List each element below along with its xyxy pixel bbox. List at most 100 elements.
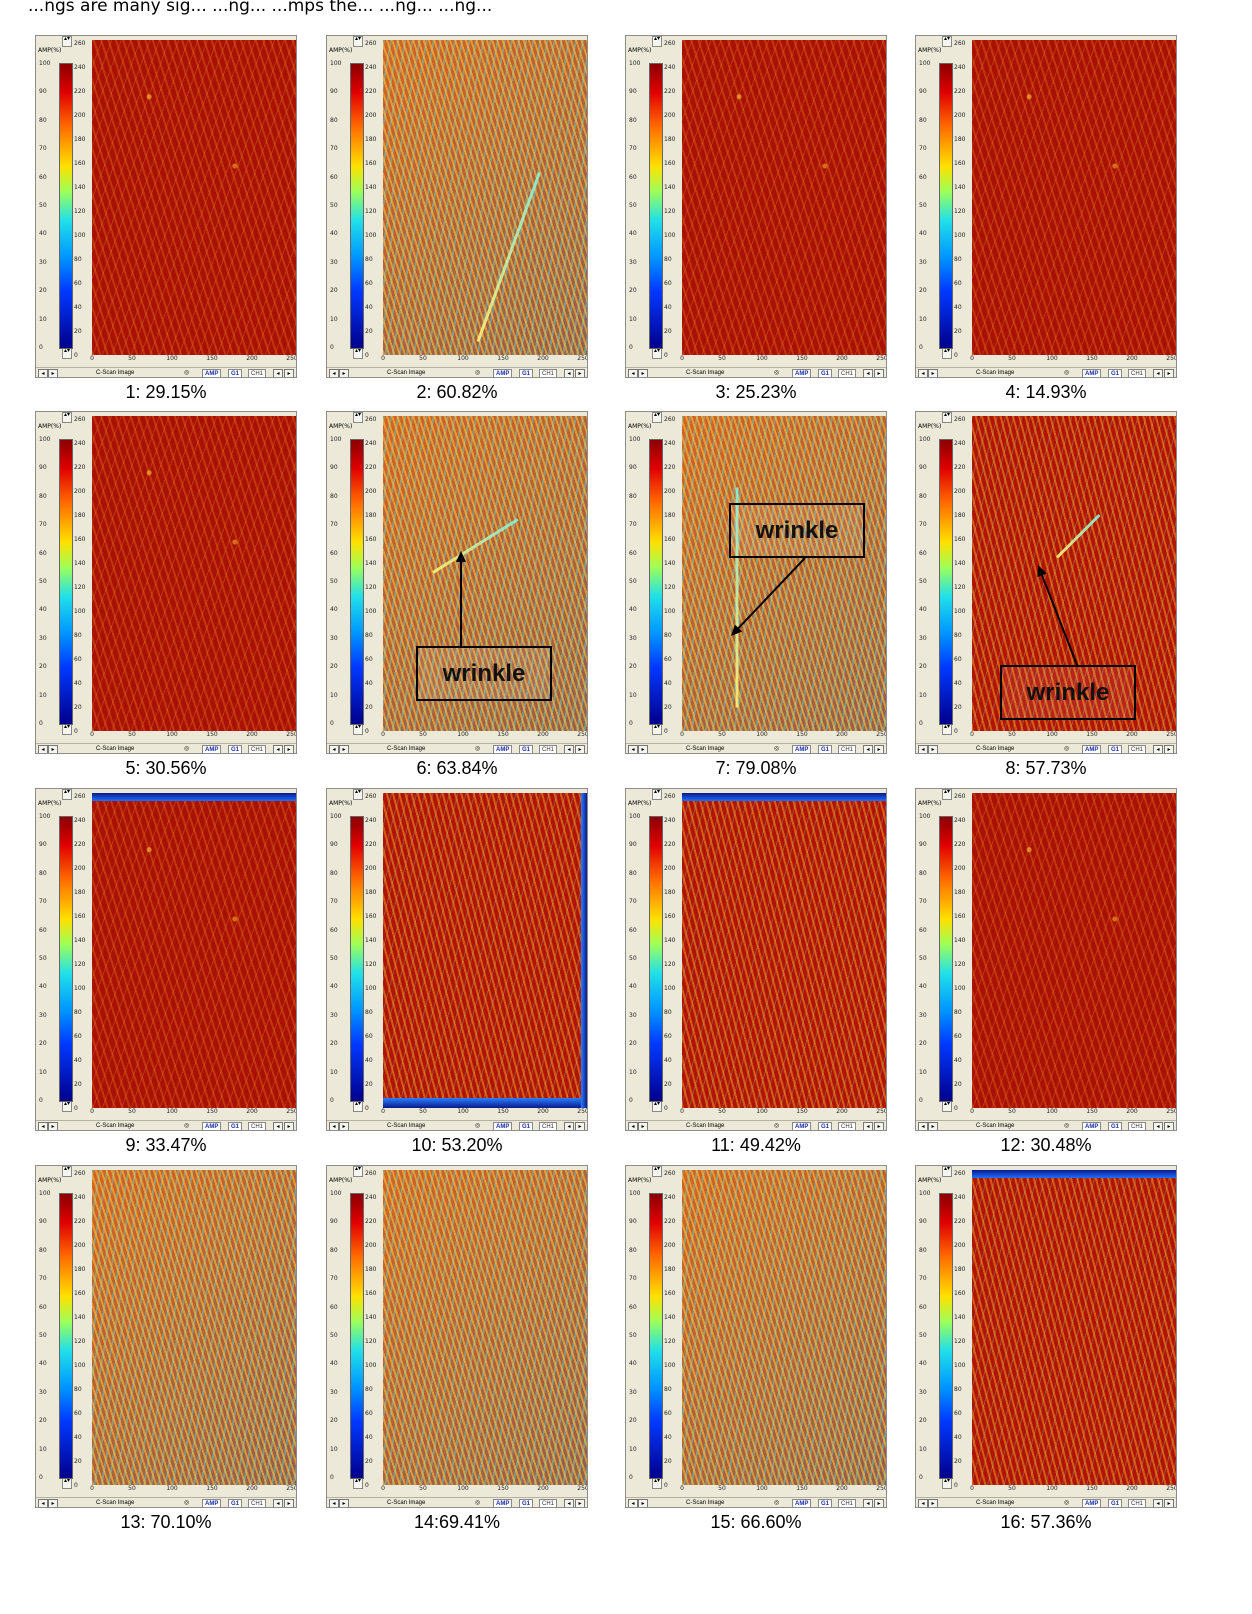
tab-amp[interactable]: AMP	[202, 1499, 222, 1507]
tab-gate[interactable]: G1	[519, 1499, 534, 1507]
scroll-right-button[interactable]: ▸	[928, 1122, 938, 1130]
radio-toggle-icon[interactable]: ◎	[774, 370, 780, 376]
scroll-up-spinner[interactable]: ▴▾	[62, 1166, 72, 1177]
scroll-up-spinner[interactable]: ▴▾	[942, 1166, 952, 1177]
tab-channel[interactable]: CH1	[1128, 369, 1147, 377]
scroll-up-spinner[interactable]: ▴▾	[942, 412, 952, 423]
scroll-up-spinner[interactable]: ▴▾	[353, 412, 363, 423]
scroll-up-spinner[interactable]: ▴▾	[652, 36, 662, 47]
radio-toggle-icon[interactable]: ◎	[184, 370, 190, 376]
tab-channel[interactable]: CH1	[539, 745, 558, 753]
scroll-right-button[interactable]: ▸	[339, 369, 349, 377]
tab-amp[interactable]: AMP	[1082, 1499, 1102, 1507]
scroll-down-spinner[interactable]: ▴▾	[62, 1478, 72, 1489]
tab-channel[interactable]: CH1	[1128, 1499, 1147, 1507]
scroll-right-button[interactable]: ▸	[874, 745, 884, 753]
scroll-down-spinner[interactable]: ▴▾	[652, 1101, 662, 1112]
scroll-left-button[interactable]: ◂	[1153, 1499, 1163, 1507]
scroll-right-button[interactable]: ▸	[575, 745, 585, 753]
scroll-right-button[interactable]: ▸	[1164, 369, 1174, 377]
tab-channel[interactable]: CH1	[838, 745, 857, 753]
tab-channel[interactable]: CH1	[539, 369, 558, 377]
scroll-down-spinner[interactable]: ▴▾	[62, 1101, 72, 1112]
scroll-right-button[interactable]: ▸	[48, 1122, 58, 1130]
scroll-right-button[interactable]: ▸	[284, 745, 294, 753]
scroll-left-button[interactable]: ◂	[273, 1122, 283, 1130]
scroll-up-spinner[interactable]: ▴▾	[353, 789, 363, 800]
scroll-right-button[interactable]: ▸	[928, 369, 938, 377]
scroll-down-spinner[interactable]: ▴▾	[353, 1478, 363, 1489]
tab-gate[interactable]: G1	[818, 1122, 833, 1130]
radio-toggle-icon[interactable]: ◎	[1064, 1123, 1070, 1129]
tab-channel[interactable]: CH1	[539, 1122, 558, 1130]
scroll-left-button[interactable]: ◂	[38, 745, 48, 753]
scroll-up-spinner[interactable]: ▴▾	[652, 1166, 662, 1177]
scroll-up-spinner[interactable]: ▴▾	[62, 36, 72, 47]
tab-amp[interactable]: AMP	[202, 369, 222, 377]
scroll-down-spinner[interactable]: ▴▾	[353, 1101, 363, 1112]
radio-toggle-icon[interactable]: ◎	[184, 746, 190, 752]
radio-toggle-icon[interactable]: ◎	[774, 1500, 780, 1506]
scroll-down-spinner[interactable]: ▴▾	[353, 348, 363, 359]
scroll-right-button[interactable]: ▸	[339, 745, 349, 753]
scroll-right-button[interactable]: ▸	[339, 1499, 349, 1507]
scroll-left-button[interactable]: ◂	[38, 1499, 48, 1507]
tab-gate[interactable]: G1	[228, 1122, 243, 1130]
tab-gate[interactable]: G1	[1108, 369, 1123, 377]
scroll-right-button[interactable]: ▸	[638, 1499, 648, 1507]
scroll-left-button[interactable]: ◂	[329, 1499, 339, 1507]
tab-channel[interactable]: CH1	[248, 1499, 267, 1507]
scroll-right-button[interactable]: ▸	[284, 1122, 294, 1130]
scroll-left-button[interactable]: ◂	[273, 1499, 283, 1507]
scroll-right-button[interactable]: ▸	[928, 1499, 938, 1507]
radio-toggle-icon[interactable]: ◎	[1064, 1500, 1070, 1506]
scroll-left-button[interactable]: ◂	[564, 745, 574, 753]
scroll-left-button[interactable]: ◂	[628, 745, 638, 753]
tab-amp[interactable]: AMP	[1082, 1122, 1102, 1130]
scroll-right-button[interactable]: ▸	[638, 369, 648, 377]
scroll-left-button[interactable]: ◂	[918, 1122, 928, 1130]
scroll-left-button[interactable]: ◂	[329, 369, 339, 377]
tab-gate[interactable]: G1	[228, 369, 243, 377]
scroll-down-spinner[interactable]: ▴▾	[942, 1478, 952, 1489]
scroll-up-spinner[interactable]: ▴▾	[62, 789, 72, 800]
radio-toggle-icon[interactable]: ◎	[774, 746, 780, 752]
tab-amp[interactable]: AMP	[792, 1122, 812, 1130]
scroll-right-button[interactable]: ▸	[638, 1122, 648, 1130]
tab-amp[interactable]: AMP	[792, 369, 812, 377]
radio-toggle-icon[interactable]: ◎	[475, 746, 481, 752]
tab-amp[interactable]: AMP	[493, 1499, 513, 1507]
radio-toggle-icon[interactable]: ◎	[1064, 370, 1070, 376]
tab-amp[interactable]: AMP	[493, 1122, 513, 1130]
tab-channel[interactable]: CH1	[248, 369, 267, 377]
scroll-up-spinner[interactable]: ▴▾	[942, 789, 952, 800]
scroll-left-button[interactable]: ◂	[38, 1122, 48, 1130]
tab-gate[interactable]: G1	[519, 745, 534, 753]
tab-channel[interactable]: CH1	[248, 1122, 267, 1130]
scroll-left-button[interactable]: ◂	[918, 745, 928, 753]
tab-amp[interactable]: AMP	[792, 745, 812, 753]
scroll-left-button[interactable]: ◂	[1153, 745, 1163, 753]
scroll-down-spinner[interactable]: ▴▾	[62, 724, 72, 735]
tab-channel[interactable]: CH1	[1128, 745, 1147, 753]
tab-gate[interactable]: G1	[228, 1499, 243, 1507]
scroll-left-button[interactable]: ◂	[329, 745, 339, 753]
scroll-right-button[interactable]: ▸	[48, 369, 58, 377]
tab-gate[interactable]: G1	[818, 745, 833, 753]
scroll-down-spinner[interactable]: ▴▾	[652, 348, 662, 359]
scroll-left-button[interactable]: ◂	[863, 1499, 873, 1507]
scroll-left-button[interactable]: ◂	[918, 1499, 928, 1507]
scroll-left-button[interactable]: ◂	[273, 369, 283, 377]
scroll-left-button[interactable]: ◂	[628, 1122, 638, 1130]
scroll-up-spinner[interactable]: ▴▾	[652, 412, 662, 423]
tab-amp[interactable]: AMP	[493, 369, 513, 377]
scroll-right-button[interactable]: ▸	[928, 745, 938, 753]
tab-gate[interactable]: G1	[818, 369, 833, 377]
scroll-left-button[interactable]: ◂	[863, 1122, 873, 1130]
tab-channel[interactable]: CH1	[838, 1122, 857, 1130]
tab-gate[interactable]: G1	[228, 745, 243, 753]
tab-amp[interactable]: AMP	[202, 745, 222, 753]
scroll-left-button[interactable]: ◂	[564, 369, 574, 377]
scroll-left-button[interactable]: ◂	[329, 1122, 339, 1130]
tab-channel[interactable]: CH1	[838, 369, 857, 377]
